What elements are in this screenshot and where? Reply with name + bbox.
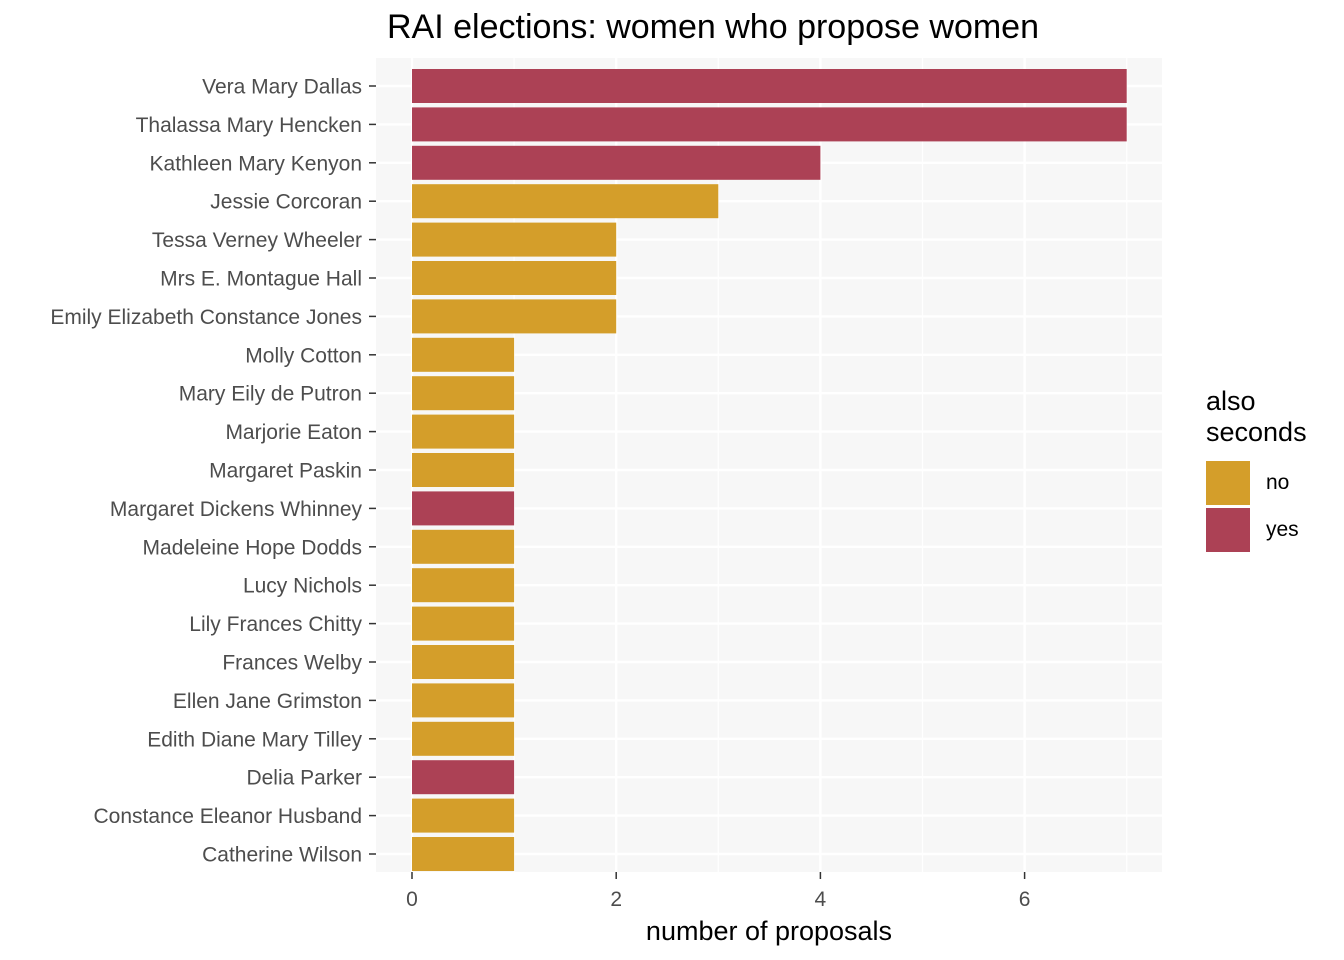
y-tick-label: Mary Eily de Putron <box>179 383 362 406</box>
y-tick-label: Molly Cotton <box>245 344 362 367</box>
bar <box>412 337 515 372</box>
bar <box>412 107 1127 142</box>
y-tick-label: Lily Frances Chitty <box>189 613 362 636</box>
y-tick-label: Margaret Dickens Whinney <box>110 498 363 521</box>
y-tick-label: Jessie Corcoran <box>210 191 362 214</box>
y-tick-label: Catherine Wilson <box>202 844 362 867</box>
bar <box>412 760 515 795</box>
bar <box>412 721 515 756</box>
bar <box>412 453 515 487</box>
bar <box>412 645 515 679</box>
bar <box>412 222 617 257</box>
bar <box>412 69 1127 103</box>
x-axis-label: number of proposals <box>646 916 892 946</box>
y-tick-label: Delia Parker <box>246 767 362 790</box>
y-tick-label: Lucy Nichols <box>243 575 362 598</box>
y-tick-label: Kathleen Mary Kenyon <box>150 152 362 175</box>
y-tick-label: Tessa Verney Wheeler <box>152 229 362 252</box>
legend-title: also seconds <box>1206 386 1307 447</box>
x-tick-label: 4 <box>815 888 827 911</box>
y-tick-label: Ellen Jane Grimston <box>173 690 362 713</box>
bar <box>412 414 515 449</box>
y-tick-label: Mrs E. Montague Hall <box>160 268 362 291</box>
bar <box>412 837 515 871</box>
x-tick-label: 6 <box>1019 888 1031 911</box>
bar <box>412 184 719 219</box>
y-tick-label: Madeleine Hope Dodds <box>143 536 362 559</box>
bar-layer <box>412 69 1127 871</box>
bar <box>412 798 515 833</box>
legend-item-no: no <box>1206 461 1289 505</box>
x-axis: 0 2 4 6 <box>406 872 1030 911</box>
x-tick-label: 0 <box>406 888 418 911</box>
legend-item-yes: yes <box>1206 508 1299 552</box>
bar <box>412 376 515 411</box>
y-tick-label: Marjorie Eaton <box>225 421 362 444</box>
y-tick-label: Thalassa Mary Hencken <box>136 114 362 137</box>
bar <box>412 145 821 180</box>
chart-title: RAI elections: women who propose women <box>387 8 1039 46</box>
legend-swatch-yes <box>1206 508 1250 552</box>
bar <box>412 491 515 526</box>
legend-label-no: no <box>1266 471 1290 494</box>
y-tick-label: Vera Mary Dallas <box>202 76 362 99</box>
y-tick-label: Margaret Paskin <box>209 460 362 483</box>
bar <box>412 683 515 718</box>
x-tick-label: 2 <box>610 888 622 911</box>
y-tick-label: Emily Elizabeth Constance Jones <box>50 306 362 329</box>
bar <box>412 568 515 603</box>
y-axis: Vera Mary Dallas Thalassa Mary Hencken Kat… <box>50 76 376 867</box>
legend-label-yes: yes <box>1266 518 1299 541</box>
bar <box>412 529 515 564</box>
y-tick-label: Constance Eleanor Husband <box>93 805 362 828</box>
bar <box>412 299 617 334</box>
legend-swatch-no <box>1206 461 1250 505</box>
y-tick-label: Frances Welby <box>222 652 362 675</box>
y-tick-label: Edith Diane Mary Tilley <box>147 728 362 751</box>
bar <box>412 606 515 641</box>
bar <box>412 261 617 295</box>
